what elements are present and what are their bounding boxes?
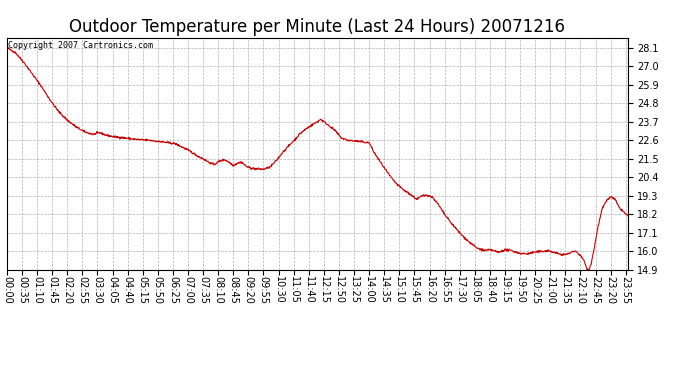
Title: Outdoor Temperature per Minute (Last 24 Hours) 20071216: Outdoor Temperature per Minute (Last 24 … — [70, 18, 565, 36]
Text: Copyright 2007 Cartronics.com: Copyright 2007 Cartronics.com — [8, 41, 153, 50]
